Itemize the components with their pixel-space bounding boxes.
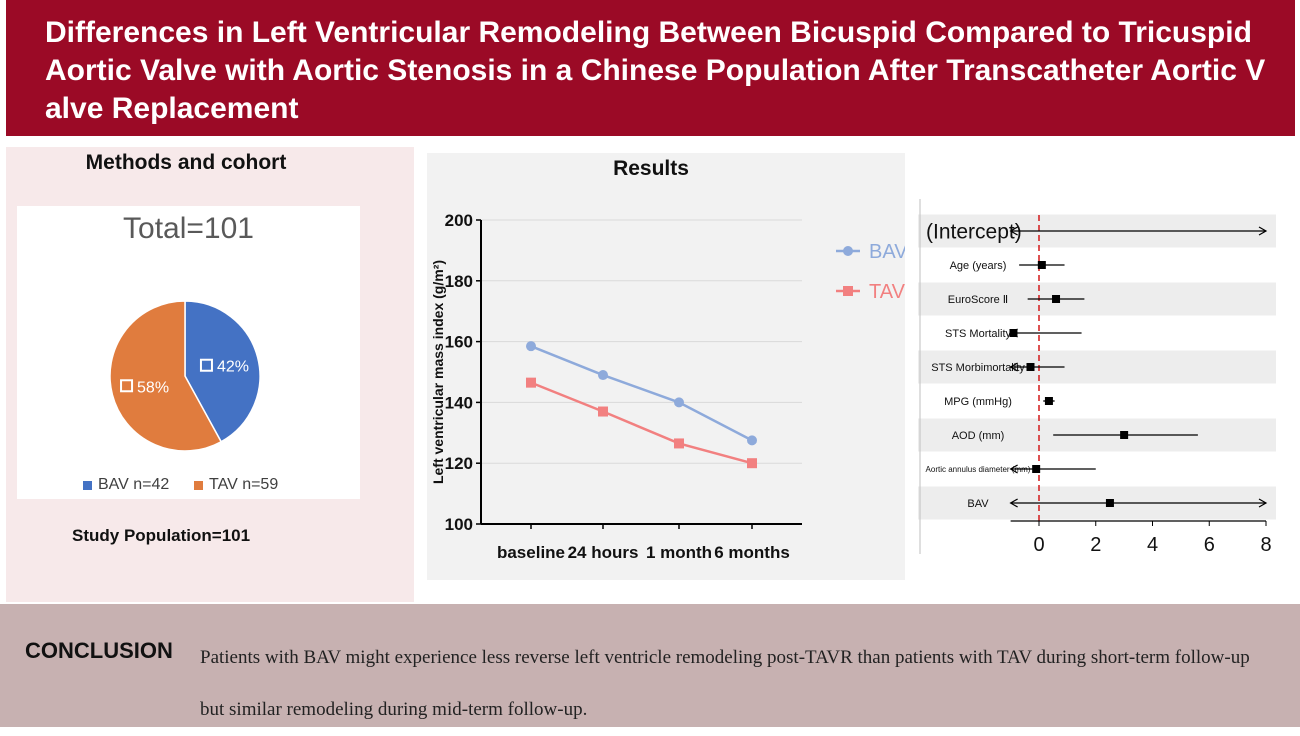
row-band-2 xyxy=(918,282,1276,316)
estimate-marker-4 xyxy=(1026,363,1035,371)
forest-row-label-1: Age (years) xyxy=(950,260,1007,272)
pie-slice-1 xyxy=(109,300,223,452)
series-line-bav xyxy=(530,344,753,442)
y-tick-label-3: 160 xyxy=(445,333,473,352)
estimate-marker-2 xyxy=(1052,295,1061,303)
point-tav-3 xyxy=(747,458,757,469)
forest-plot: (Intercept) Age (years) EuroScore Ⅱ STS Mor… xyxy=(918,199,1276,554)
ci-arrow-left-7 xyxy=(1009,464,1018,474)
estimate-marker-8 xyxy=(1105,499,1114,507)
point-bav-2 xyxy=(674,397,684,408)
pie-label-marker-0 xyxy=(199,358,213,372)
x-tick-label-0: baseline xyxy=(497,543,565,562)
point-bav-0 xyxy=(526,341,536,352)
forest-x-tick-label-4: 8 xyxy=(1260,534,1271,554)
tav-swatch xyxy=(194,480,203,490)
pie-slice-0 xyxy=(184,300,261,443)
legend-item-tav: TAV n=59 xyxy=(194,476,278,494)
estimate-marker-1 xyxy=(1037,261,1046,269)
methods-panel: Methods and cohort Total=101 42% 58% BAV … xyxy=(6,147,414,602)
legend-label-bav: BAV n=42 xyxy=(98,476,170,493)
conclusion-text: Patients with BAV might experience less … xyxy=(200,647,1250,720)
estimate-marker-5 xyxy=(1044,397,1053,405)
conclusion-section: CONCLUSION Patients with BAV might exper… xyxy=(0,604,1300,727)
y-tick-label-0: 100 xyxy=(445,515,473,534)
methods-heading: Methods and cohort xyxy=(85,151,287,174)
point-tav-1 xyxy=(598,406,608,417)
pie-chart: 42% 58% xyxy=(109,300,261,452)
ci-arrow-right-0 xyxy=(1258,226,1268,236)
legend-marker-tav xyxy=(843,286,853,296)
forest-row-label-8: BAV xyxy=(967,498,989,510)
point-tav-0 xyxy=(526,377,536,388)
forest-row-label-6: AOD (mm) xyxy=(952,430,1005,442)
forest-row-label-7: Aortic annulus diameter (mm) xyxy=(926,465,1031,474)
ci-arrow-left-0 xyxy=(1009,226,1018,236)
legend-label-tav: TAV xyxy=(869,281,905,303)
row-band-4 xyxy=(918,350,1276,384)
results-panel: Results 100 120 140 160 180 200 baseline 24 hou… xyxy=(427,153,905,580)
title-banner: Differences in Left Ventricular Remodeli… xyxy=(6,0,1295,136)
x-tick-label-2: 1 month xyxy=(646,543,712,562)
pie-chart-title: Total=101 xyxy=(123,212,254,245)
y-tick-label-1: 120 xyxy=(445,454,473,473)
point-tav-2 xyxy=(674,438,684,449)
point-bav-1 xyxy=(598,370,608,381)
conclusion-label: CONCLUSION xyxy=(25,638,173,663)
line-chart: 100 120 140 160 180 200 baseline 24 hours 1 mont… xyxy=(430,211,905,562)
bav-swatch xyxy=(83,480,92,490)
study-population: Study Population=101 xyxy=(72,526,251,545)
y-tick-label-4: 180 xyxy=(445,272,473,291)
forest-plot-panel: (Intercept) Age (years) EuroScore Ⅱ STS Mor… xyxy=(918,197,1296,554)
series-line-tav xyxy=(530,381,753,465)
estimate-marker-3 xyxy=(1009,329,1018,337)
legend-label-tav: TAV n=59 xyxy=(209,476,279,493)
forest-row-label-0: (Intercept) xyxy=(926,220,1022,243)
point-bav-3 xyxy=(747,435,757,446)
estimate-marker-6 xyxy=(1120,431,1129,439)
forest-x-tick-label-3: 6 xyxy=(1204,534,1215,554)
legend-label-bav: BAV xyxy=(869,241,905,263)
ci-arrow-left-4 xyxy=(1009,362,1018,372)
forest-row-label-4: STS Morbimortality xyxy=(931,362,1025,374)
pie-slice-label-1: 58% xyxy=(137,379,169,396)
results-heading: Results xyxy=(613,157,689,180)
forest-row-label-3: STS Mortality xyxy=(945,328,1012,340)
poster-title: Differences in Left Ventricular Remodeli… xyxy=(45,16,1266,125)
forest-x-tick-label-2: 4 xyxy=(1147,534,1158,554)
ci-arrow-left-8 xyxy=(1009,498,1018,508)
forest-row-label-5: MPG (mmHg) xyxy=(944,396,1012,408)
y-tick-label-2: 140 xyxy=(445,393,473,412)
pie-chart-card: Total=101 42% 58% BAV n=42 TAV n=59 xyxy=(17,206,360,499)
y-tick-label-5: 200 xyxy=(445,211,473,230)
y-axis-label: Left ventricular mass index (g/m²) xyxy=(430,260,446,484)
forest-x-tick-label-0: 0 xyxy=(1033,534,1044,554)
x-tick-label-1: 24 hours xyxy=(568,543,639,562)
pie-label-marker-1 xyxy=(120,379,134,393)
forest-x-tick-label-1: 2 xyxy=(1090,534,1101,554)
pie-slice-label-0: 42% xyxy=(217,359,249,376)
legend-item-bav: BAV n=42 xyxy=(83,476,169,494)
ci-arrow-right-8 xyxy=(1258,498,1268,508)
estimate-marker-7 xyxy=(1032,465,1041,473)
x-tick-label-3: 6 months xyxy=(714,543,790,562)
legend-marker-bav xyxy=(843,246,853,256)
forest-row-label-2: EuroScore Ⅱ xyxy=(948,294,1008,306)
